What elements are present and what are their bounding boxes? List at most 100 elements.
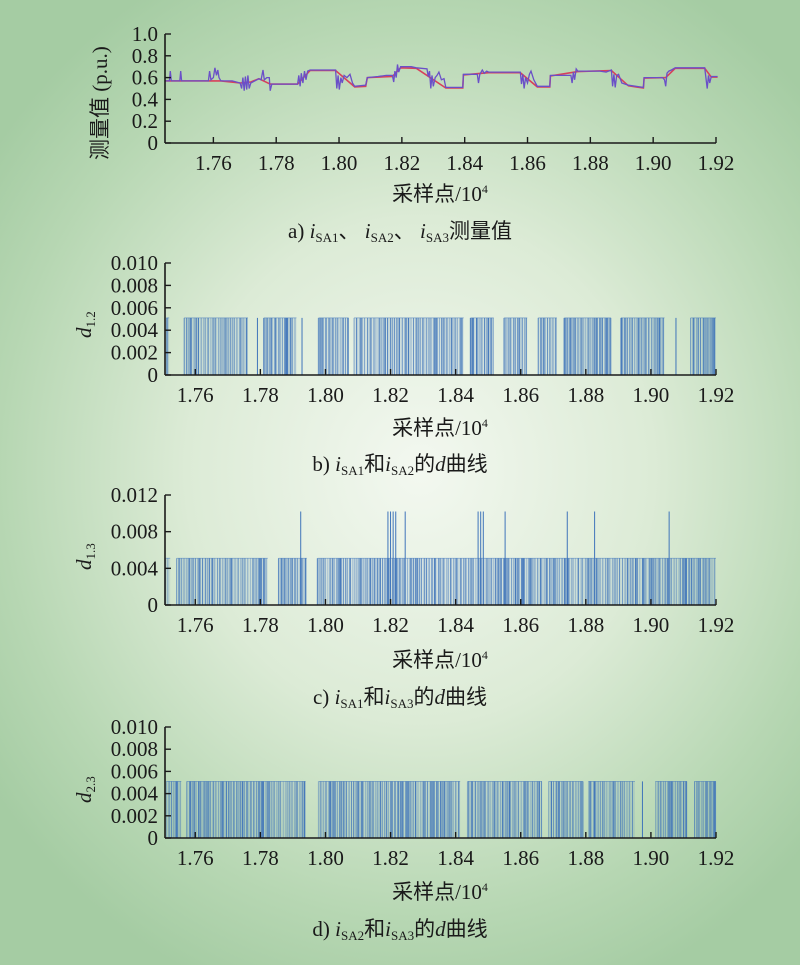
ylabel-c: d1.3	[72, 543, 99, 570]
y-tick-label: 0	[148, 826, 159, 850]
x-tick-label: 1.88	[572, 151, 609, 175]
caption-part: 的	[413, 685, 435, 709]
x-tick-label: 1.82	[372, 846, 409, 870]
panel-c: 1.76 1.78 1.80 1.82 1.84 1.86 1.88 1.90 1.92 0 0.0…	[111, 483, 735, 637]
xlabel-b-text: 采样点/10	[392, 416, 482, 440]
caption-subscript: SA1	[315, 230, 339, 245]
ylabel-c-sub: 1.3	[83, 543, 98, 560]
xlabel-c-sup: 4	[481, 648, 488, 662]
caption-part: 的	[414, 917, 436, 941]
xlabel-a: 采样点/104	[0, 178, 800, 208]
caption-part: i	[335, 917, 341, 941]
x-tick-label: 1.84	[437, 383, 474, 407]
caption-subscript: SA2	[341, 928, 365, 943]
caption-part: d	[435, 452, 446, 476]
y-tick-label: 0.008	[111, 273, 158, 297]
d-spike-band	[504, 317, 528, 375]
caption-part: 的	[414, 452, 436, 476]
y-tick-label: 0.010	[111, 251, 158, 275]
x-tick-label: 1.78	[242, 383, 279, 407]
series-line-1	[165, 64, 718, 91]
caption-subscript: SA2	[390, 463, 415, 478]
ylabel-d: d2.3	[72, 776, 99, 803]
panel-a: 1.76 1.78 1.80 1.82 1.84 1.86 1.88 1.90 1.92 00.2…	[132, 22, 735, 175]
caption-subscript: SA1	[340, 696, 364, 711]
ylabel-c-var: d	[72, 559, 96, 571]
caption-subscript: SA3	[425, 230, 449, 245]
caption-part: 曲线	[445, 685, 487, 709]
x-tick-label: 1.90	[633, 613, 670, 637]
x-tick-label: 1.78	[258, 151, 295, 175]
xlabel-b-sup: 4	[481, 416, 488, 430]
y-tick-label: 0.2	[132, 109, 158, 133]
ylabel-a: 测量值 (p.u.)	[88, 46, 112, 160]
d-spike-band	[165, 558, 171, 605]
x-tick-label: 1.86	[509, 151, 546, 175]
x-tick-label: 1.90	[633, 383, 670, 407]
d-spike-band	[467, 781, 542, 838]
x-tick-label: 1.90	[633, 846, 670, 870]
caption-part: a)	[288, 219, 310, 243]
caption-part: i	[364, 219, 371, 243]
caption-d: d) iSA2和iSA3的d曲线	[0, 913, 800, 944]
y-tick-label: 0	[148, 131, 159, 155]
caption-part: i	[385, 452, 391, 476]
x-tick-label: 1.84	[446, 151, 483, 175]
xlabel-a-sup: 4	[481, 182, 488, 196]
x-tick-label: 1.86	[502, 613, 539, 637]
x-tick-label: 1.78	[242, 613, 279, 637]
caption-part: b)	[312, 452, 336, 476]
caption-part: c)	[312, 685, 335, 709]
xlabel-c: 采样点/104	[0, 644, 800, 674]
ylabel-b: d1.2	[72, 311, 99, 338]
ylabel-b-sub: 1.2	[83, 311, 98, 328]
panel-b: 1.76 1.78 1.80 1.82 1.84 1.86 1.88 1.90 1.9200.0…	[111, 251, 735, 407]
caption-part: d)	[312, 917, 336, 941]
y-tick-label: 0.008	[111, 520, 158, 544]
x-tick-label: 1.92	[698, 383, 735, 407]
y-tick-label: 0.008	[111, 737, 158, 761]
x-tick-label: 1.82	[372, 613, 409, 637]
y-tick-label: 0	[148, 363, 159, 387]
y-tick-label: 0.012	[111, 483, 158, 507]
y-tick-label: 0.004	[111, 318, 159, 342]
x-tick-label: 1.88	[567, 383, 604, 407]
caption-part: 测量值	[448, 219, 512, 243]
x-tick-label: 1.86	[502, 846, 539, 870]
y-tick-label: 0.006	[111, 296, 158, 320]
x-tick-label: 1.78	[242, 846, 279, 870]
x-tick-label: 1.84	[437, 613, 474, 637]
caption-b: b) iSA1和iSA2的d曲线	[0, 448, 800, 479]
x-tick-label: 1.92	[698, 151, 735, 175]
ylabel-d-var: d	[72, 792, 96, 804]
xlabel-b: 采样点/104	[0, 412, 800, 442]
caption-subscript: SA3	[390, 928, 415, 943]
caption-part: 和	[364, 917, 386, 941]
caption-part: d	[435, 917, 446, 941]
y-tick-label: 0.010	[111, 715, 158, 739]
x-tick-label: 1.80	[307, 846, 344, 870]
y-tick-label: 0.8	[132, 44, 158, 68]
x-tick-label: 1.82	[372, 383, 409, 407]
xlabel-c-text: 采样点/10	[392, 648, 482, 672]
caption-part: 、	[393, 219, 421, 243]
xlabel-d: 采样点/104	[0, 876, 800, 906]
y-tick-label: 0.6	[132, 66, 158, 90]
caption-part: i	[335, 452, 341, 476]
ylabel-b-var: d	[72, 327, 96, 339]
x-tick-label: 1.84	[437, 846, 474, 870]
x-tick-label: 1.80	[307, 383, 344, 407]
y-tick-label: 0.4	[132, 87, 159, 111]
x-tick-label: 1.80	[307, 613, 344, 637]
xlabel-d-text: 采样点/10	[392, 880, 482, 904]
ylabel-d-sub: 2.3	[83, 776, 98, 793]
caption-part: 曲线	[445, 452, 488, 476]
x-tick-label: 1.82	[383, 151, 420, 175]
caption-part: i	[385, 917, 391, 941]
x-tick-label: 1.90	[635, 151, 672, 175]
xlabel-a-text: 采样点/10	[392, 182, 482, 206]
caption-part: 、	[338, 219, 365, 243]
x-tick-label: 1.88	[567, 613, 604, 637]
panel-d: 1.76 1.78 1.80 1.82 1.84 1.86 1.88 1.90 1.9200.0…	[111, 715, 735, 870]
